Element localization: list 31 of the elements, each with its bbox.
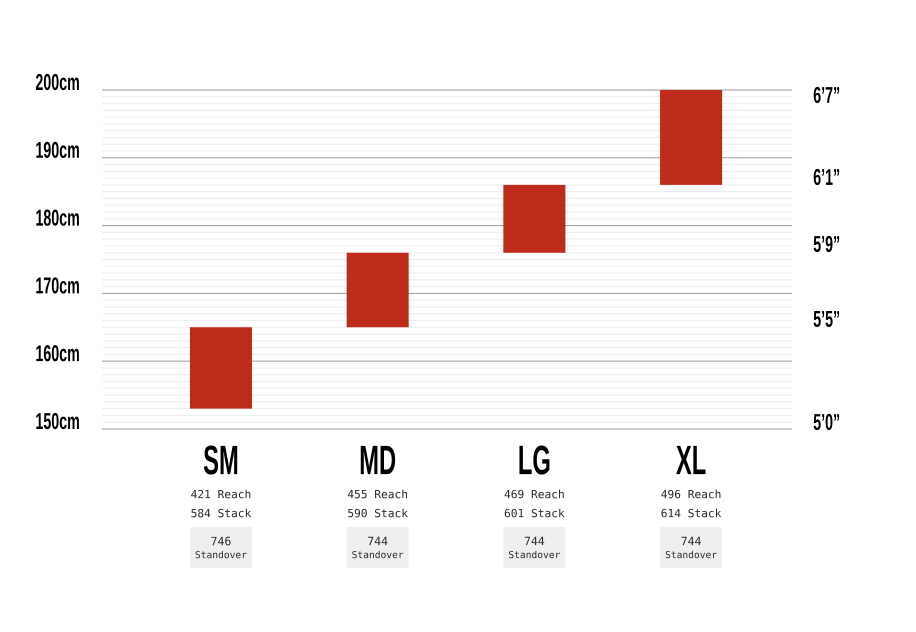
text: 744 bbox=[368, 536, 388, 546]
text: 744 bbox=[524, 536, 544, 546]
y-tick-label: 160cm bbox=[36, 345, 79, 362]
text: 421 Reach bbox=[191, 490, 250, 498]
text: 744 bbox=[681, 536, 701, 546]
text: 601 Stack bbox=[504, 508, 565, 518]
y-tick-label: 180cm bbox=[36, 210, 79, 226]
text: 496 Reach bbox=[661, 490, 720, 498]
text: 455 Reach bbox=[348, 490, 408, 498]
x-tick-label: XL bbox=[676, 446, 706, 474]
text: 5’0” bbox=[814, 414, 840, 430]
text: Standover bbox=[509, 550, 560, 558]
x-tick-label: LG bbox=[519, 445, 550, 475]
x-tick-label: MD bbox=[360, 446, 396, 474]
y-tick-label: 190cm bbox=[36, 142, 79, 158]
text: Standover bbox=[666, 550, 717, 558]
y-tick-label: 200cm bbox=[36, 74, 79, 90]
text: 6’1” bbox=[814, 168, 840, 186]
text: Standover bbox=[352, 550, 404, 558]
y-tick-label: 170cm bbox=[36, 277, 79, 294]
text: 590 Stack bbox=[348, 508, 408, 518]
text: 5’9” bbox=[814, 236, 840, 252]
text: 5’5” bbox=[814, 310, 840, 328]
text: 6’7” bbox=[814, 86, 840, 104]
y-tick-label: 150cm bbox=[36, 412, 79, 430]
x-tick-label: SM bbox=[204, 445, 238, 475]
text: 469 Reach bbox=[504, 490, 564, 498]
text: 614 Stack bbox=[661, 508, 722, 518]
text: 746 bbox=[211, 536, 231, 546]
text: 584 Stack bbox=[191, 508, 252, 518]
text: Standover bbox=[196, 550, 247, 558]
